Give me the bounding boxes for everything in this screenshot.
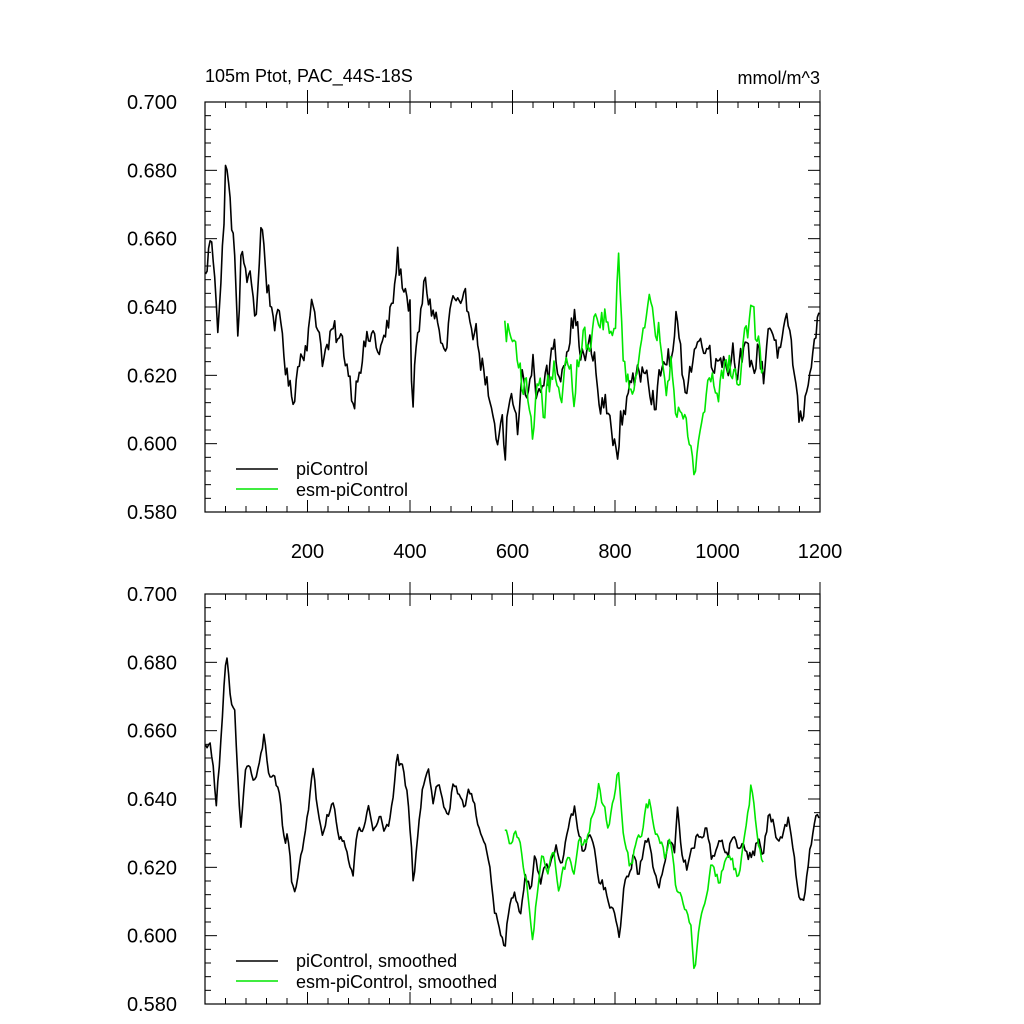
x-tick-label: 200 (291, 541, 324, 563)
top-panel-legend: piControl esm-piControl (236, 459, 408, 500)
y-tick-label: 0.680 (127, 652, 177, 674)
series-line-picontrol-smoothed (204, 657, 820, 947)
bottom-panel-y-tick-labels: 0.580 0.600 0.620 0.640 0.660 0.680 0.700 (127, 584, 177, 1016)
x-tick-label: 800 (598, 541, 631, 563)
y-tick-label: 0.620 (127, 365, 177, 387)
series-line-esm-picontrol-smoothed (504, 771, 764, 970)
bottom-panel: 0.580 0.600 0.620 0.640 0.660 0.680 0.700 piCo… (127, 582, 821, 1016)
y-tick-label: 0.580 (127, 502, 177, 524)
series-line-esm-picontrol (504, 252, 764, 476)
y-tick-label: 0.640 (127, 297, 177, 319)
x-tick-label: 1000 (695, 541, 740, 563)
series-line-picontrol (204, 164, 820, 461)
top-panel: 105m Ptot, PAC_44S-18S mmol/m^3 0.580 0.6… (127, 66, 842, 563)
y-tick-label: 0.680 (127, 160, 177, 182)
y-tick-label: 0.660 (127, 229, 177, 251)
y-tick-label: 0.580 (127, 994, 177, 1016)
units-label: mmol/m^3 (738, 68, 820, 88)
x-tick-label: 400 (393, 541, 426, 563)
x-tick-label: 600 (496, 541, 529, 563)
bottom-panel-frame (204, 593, 821, 1005)
top-panel-ticks (204, 90, 821, 513)
top-panel-x-tick-labels: 200 400 600 800 1000 1200 (291, 541, 842, 563)
y-tick-label: 0.700 (127, 584, 177, 606)
y-tick-label: 0.660 (127, 721, 177, 743)
top-panel-series (204, 164, 820, 476)
y-tick-label: 0.640 (127, 789, 177, 811)
top-panel-y-tick-labels: 0.580 0.600 0.620 0.640 0.660 0.680 0.700 (127, 92, 177, 524)
x-tick-label: 1200 (798, 541, 843, 563)
legend-label-picontrol: piControl (296, 459, 368, 479)
legend-label-esm-picontrol: esm-piControl (296, 480, 408, 500)
bottom-panel-series (204, 657, 820, 970)
y-tick-label: 0.620 (127, 857, 177, 879)
bottom-panel-legend: piControl, smoothed esm-piControl, smoot… (236, 951, 497, 992)
legend-label-picontrol-smoothed: piControl, smoothed (296, 951, 457, 971)
legend-label-esm-picontrol-smoothed: esm-piControl, smoothed (296, 972, 497, 992)
y-tick-label: 0.700 (127, 92, 177, 114)
y-tick-label: 0.600 (127, 926, 177, 948)
top-panel-frame (204, 101, 821, 513)
bottom-panel-ticks (204, 582, 821, 1005)
y-tick-label: 0.600 (127, 434, 177, 456)
top-panel-title: 105m Ptot, PAC_44S-18S (205, 66, 413, 87)
